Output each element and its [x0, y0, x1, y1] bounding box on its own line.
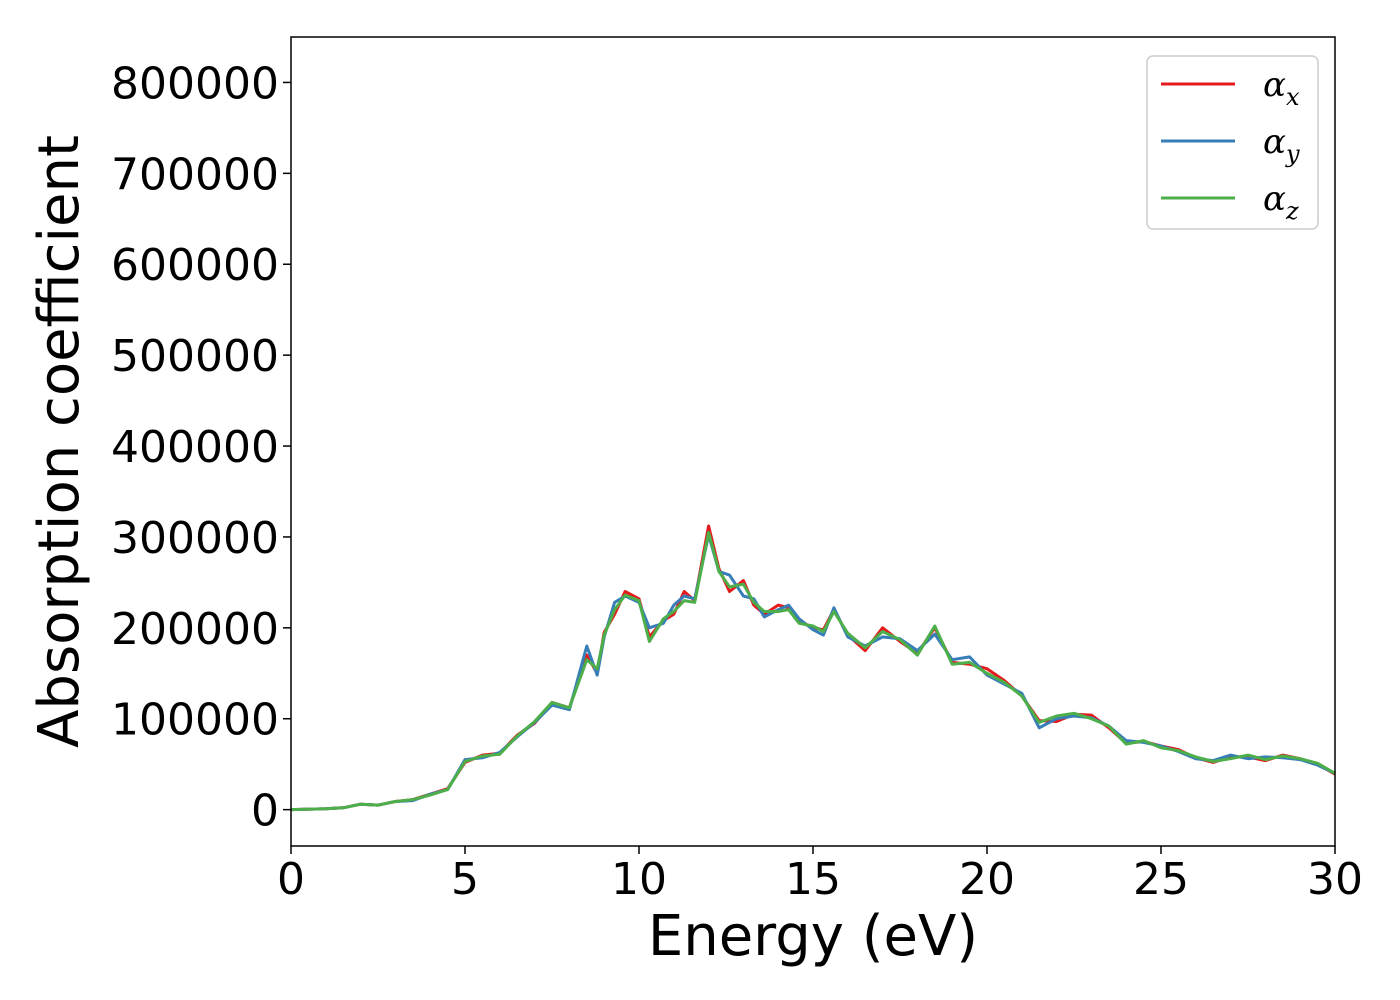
- x-tick-label: 25: [1133, 854, 1189, 905]
- x-axis-ticks: 0 5 10 15 20 25 30: [277, 846, 1363, 905]
- y-tick-label: 600000: [111, 240, 279, 291]
- y-tick-label: 200000: [111, 604, 279, 655]
- y-axis-ticks: 0 100000 200000 300000 400000 500000 600000 700…: [111, 58, 291, 837]
- y-tick-label: 300000: [111, 513, 279, 564]
- series-line-z: [290, 530, 1336, 812]
- y-tick-label: 400000: [111, 422, 279, 473]
- y-tick-label: 0: [251, 786, 279, 837]
- legend-label-y: αy: [1263, 122, 1300, 168]
- x-tick-label: 5: [451, 854, 479, 905]
- series-line-y: [290, 533, 1336, 812]
- x-tick-label: 10: [611, 854, 667, 905]
- x-tick-label: 30: [1307, 854, 1363, 905]
- legend-label-z: αz: [1263, 179, 1299, 225]
- x-axis-label: Energy (eV): [648, 904, 978, 969]
- y-tick-label: 500000: [111, 331, 279, 382]
- series-line-x: [290, 524, 1336, 812]
- y-tick-label: 800000: [111, 58, 279, 109]
- x-tick-label: 15: [785, 854, 841, 905]
- plot-lines: [290, 524, 1336, 812]
- legend: αx αy αz: [1146, 55, 1319, 230]
- x-tick-label: 20: [959, 854, 1015, 905]
- y-tick-label: 100000: [111, 695, 279, 746]
- x-tick-label: 0: [277, 854, 305, 905]
- y-tick-label: 700000: [111, 149, 279, 200]
- legend-label-x: αx: [1263, 65, 1300, 111]
- y-axis-label: Absorption coefficient: [27, 135, 92, 748]
